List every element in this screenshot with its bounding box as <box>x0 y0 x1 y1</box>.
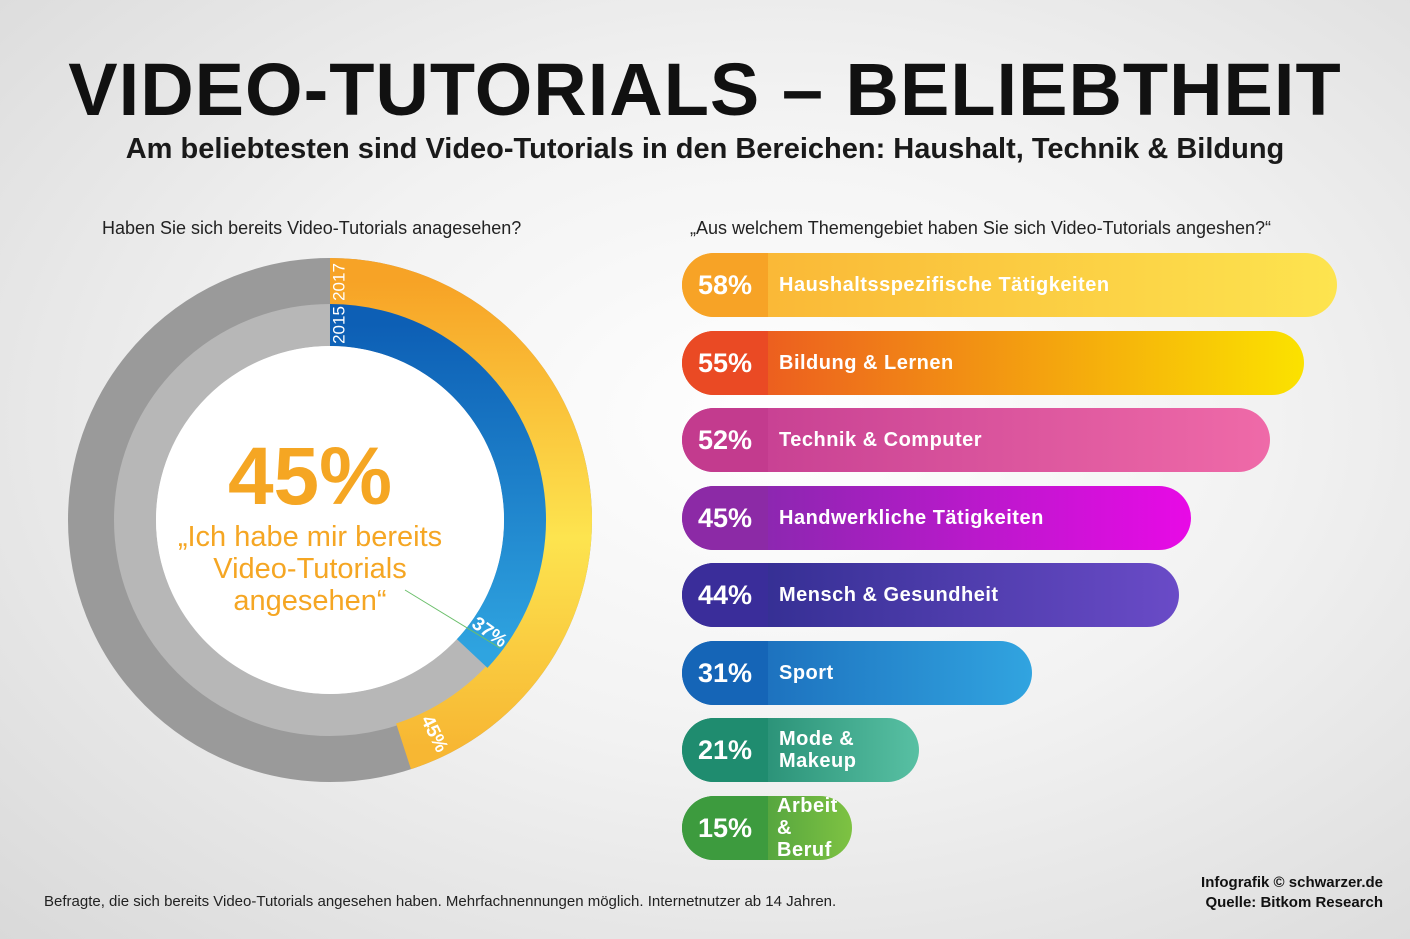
donut-big-value: 45% <box>227 431 393 522</box>
bar-7: 21% Mode & Makeup <box>682 718 919 782</box>
bar-value-label: 55% <box>682 330 768 395</box>
bar-1: 58% Haushaltsspezifische Tätigkeiten <box>682 253 1337 317</box>
ring-2015-label: 2015 <box>330 306 349 344</box>
ring-2017-label: 2017 <box>330 263 349 301</box>
bar-category-label: Sport <box>779 661 834 684</box>
bar-category-label: Technik & Computer <box>779 429 983 451</box>
left-question: Haben Sie sich bereits Video-Tutorials a… <box>102 218 522 238</box>
bar-category-label: Handwerkliche Tätigkeiten <box>779 506 1044 529</box>
bar-category-label: Haushaltsspezifische Tätigkeiten <box>779 274 1110 296</box>
bar-8: 15% Arbeit & Beruf <box>682 795 852 860</box>
page-subtitle: Am beliebtesten sind Video-Tutorials in … <box>125 133 1285 165</box>
bar-category-label: Bildung & Lernen <box>779 351 954 374</box>
ring-2017-arc <box>329 258 592 770</box>
bar-category-label: Arbeit & Beruf <box>777 795 838 860</box>
bar-value-label: 31% <box>682 640 768 705</box>
bar-2: 55% Bildung & Lernen <box>682 330 1304 395</box>
bar-value-label: 15% <box>682 795 768 860</box>
donut-chart: 2017 2015 45% 37% <box>68 258 592 782</box>
bar-category-label: Mode & Makeup <box>779 728 857 772</box>
right-question: „Aus welchem Themengebiet haben Sie sich… <box>690 218 1272 238</box>
donut-quote: „Ich habe mir bereits Video-Tutorials an… <box>177 521 443 617</box>
bar-value-label: 21% <box>682 718 768 782</box>
pointer-line <box>404 589 501 649</box>
page-title: VIDEO-TUTORIALS – BELIEBTHEIT <box>68 48 1342 131</box>
donut-center <box>156 346 504 694</box>
bar-value-label: 52% <box>682 408 768 472</box>
bar-category-label: Mensch & Gesundheit <box>779 584 999 606</box>
ring-2015-arc <box>329 304 546 668</box>
bar-3: 52% Technik & Computer <box>682 408 1270 472</box>
bar-4: 45% Handwerkliche Tätigkeiten <box>682 485 1191 550</box>
bar-value-label: 45% <box>682 485 768 550</box>
bar-value-label: 58% <box>682 253 768 317</box>
bar-5: 44% Mensch & Gesundheit <box>682 563 1179 627</box>
bar-value-label: 44% <box>682 563 768 627</box>
credit: Infografik © schwarzer.de <box>1201 874 1383 891</box>
source: Quelle: Bitkom Research <box>1205 894 1383 911</box>
footnote: Befragte, die sich bereits Video-Tutoria… <box>44 893 837 910</box>
bar-6: 31% Sport <box>682 640 1032 705</box>
